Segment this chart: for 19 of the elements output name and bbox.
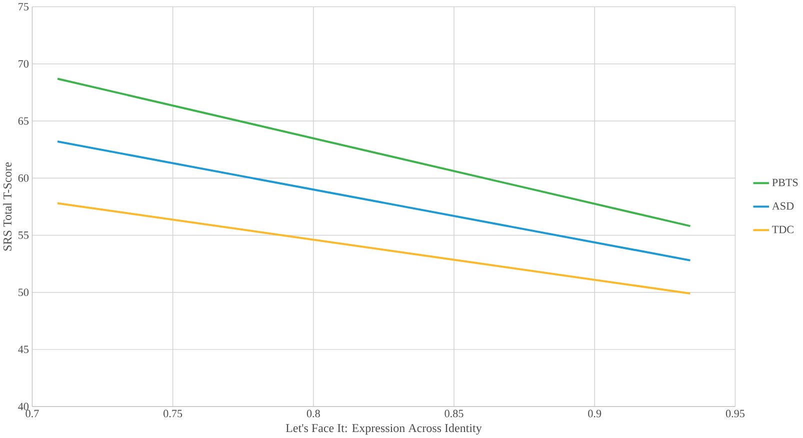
y-tick-label: 70 bbox=[18, 60, 29, 68]
x-tick-label: 0.8 bbox=[306, 410, 320, 418]
x-tick-label: 0.7 bbox=[26, 410, 39, 418]
legend-label: PBTS bbox=[772, 178, 798, 186]
legend-label: TDC bbox=[772, 226, 794, 234]
y-axis-title: SRS Total T-Score bbox=[3, 162, 12, 251]
x-axis-title: Let's Face It: Expression Across Identity bbox=[286, 424, 482, 435]
y-tick-label: 45 bbox=[18, 346, 29, 354]
y-tick-label: 40 bbox=[18, 402, 29, 410]
y-tick-label: 60 bbox=[18, 174, 29, 182]
y-tick-label: 55 bbox=[18, 232, 29, 240]
y-tick-label: 75 bbox=[18, 3, 29, 11]
x-tick-label: 0.75 bbox=[164, 410, 182, 418]
x-tick-label: 0.9 bbox=[588, 410, 602, 418]
x-tick-label: 0.95 bbox=[726, 410, 744, 418]
x-tick-label: 0.85 bbox=[444, 410, 464, 418]
y-tick-label: 50 bbox=[18, 288, 29, 296]
legend-label: ASD bbox=[772, 202, 794, 210]
y-tick-label: 65 bbox=[18, 117, 29, 125]
